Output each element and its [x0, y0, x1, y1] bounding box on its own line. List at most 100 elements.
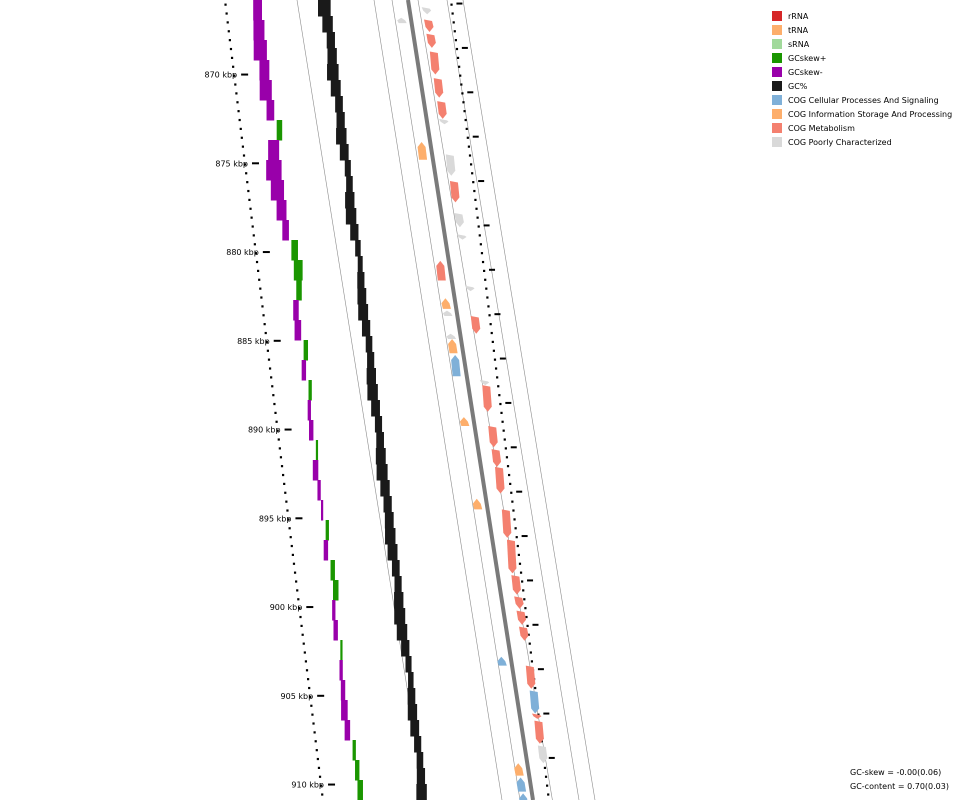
cds-feature [491, 449, 502, 467]
ruler-minor-tick [226, 21, 229, 24]
ruler-minor-tick-outer [483, 269, 486, 272]
cds-feature [470, 315, 481, 334]
ruler-minor-tick-outer [479, 243, 482, 246]
gc-skew-bar [253, 20, 265, 41]
cds-feature [437, 101, 447, 119]
ruler-minor-tick [233, 74, 236, 77]
ruler-minor-tick-outer [512, 509, 515, 512]
ruler-minor-tick-outer [511, 500, 514, 503]
ruler-minor-tick [311, 713, 314, 716]
ruler-minor-tick-outer [513, 518, 516, 521]
ruler-major-tick [306, 606, 314, 609]
ruler-outer-major-tick [489, 268, 496, 271]
ruler-minor-tick [321, 793, 324, 796]
legend-label: COG Metabolism [788, 123, 855, 133]
ruler-minor-tick [237, 110, 240, 113]
ruler-minor-tick-outer [525, 615, 528, 619]
gc-content-bar [394, 608, 406, 625]
ruler-minor-tick-outer [506, 465, 510, 468]
cds-feature [516, 777, 527, 792]
legend-swatch [772, 137, 782, 147]
gc-content-bar [345, 192, 355, 209]
gc-content-bar [416, 784, 427, 800]
ruler-minor-tick [268, 367, 272, 370]
ruler-minor-tick [232, 65, 235, 68]
ruler-outer-major-tick [510, 446, 517, 449]
ruler-minor-tick [304, 660, 308, 663]
ring-guides [296, 0, 596, 800]
gc-skew-bar [307, 400, 311, 421]
ruler-outer-major-tick [516, 490, 523, 493]
legend-item: sRNA [772, 37, 952, 51]
ruler-minor-tick-outer [477, 225, 480, 228]
ruler-minor-tick [284, 491, 287, 494]
ruler-minor-tick [239, 127, 242, 130]
gc-skew-bar [330, 560, 335, 581]
cds-feature [519, 793, 528, 800]
ruler-minor-tick-outer [518, 562, 522, 565]
ruler-minor-tick [305, 669, 309, 672]
ruler-minor-tick-outer [466, 136, 469, 139]
ruler-minor-tick [295, 580, 298, 583]
gc-content-bar [394, 592, 404, 609]
ruler-tick-label: 875 kbp [215, 159, 248, 168]
ruler-minor-tick-outer [488, 314, 491, 317]
ruler-minor-tick [270, 376, 273, 379]
ruler-minor-tick-outer [464, 118, 467, 122]
ruler-minor-tick [299, 615, 302, 619]
gc-content-bar [366, 368, 376, 385]
gc-skew-bar [301, 360, 307, 381]
ruler-minor-tick [317, 766, 321, 769]
ruler-minor-tick-outer [493, 358, 497, 361]
gc-content-bar [407, 704, 418, 721]
ruler-minor-tick-outer [492, 349, 496, 352]
cds-feature [436, 260, 446, 281]
ruler-minor-tick-outer [455, 47, 459, 51]
ruler-minor-tick [273, 402, 276, 406]
cds-feature [501, 509, 512, 538]
legend-label: COG Cellular Processes And Signaling [788, 95, 939, 105]
ruler-tick-label: 880 kbp [226, 248, 259, 257]
legend-swatch [772, 109, 782, 119]
ruler-minor-tick [263, 323, 266, 326]
legend-swatch [772, 25, 782, 35]
legend-label: GCskew- [788, 67, 823, 77]
gc-skew-bar [312, 460, 319, 481]
cds-feature [531, 713, 542, 719]
backbone-track [406, 0, 535, 800]
gc-content-bar [410, 720, 420, 737]
ruler-minor-tick [320, 784, 323, 787]
ruler-outer-major-tick [548, 756, 555, 759]
gc-content-bar [380, 480, 390, 497]
ruler-minor-tick-outer [523, 598, 526, 601]
gc-content-bar [350, 224, 359, 241]
ruler-minor-tick [253, 243, 256, 246]
ring-guide-line [373, 0, 503, 800]
legend-item: tRNA [772, 23, 952, 37]
cds-feature [424, 19, 434, 32]
ruler-minor-tick-outer [452, 21, 455, 24]
gc-skew-bar [270, 180, 285, 201]
gc-content-bar [396, 624, 408, 641]
gc-skew-bar [339, 660, 343, 681]
stats-panel: GC-skew = -0.00(0.06) GC-content = 0.70(… [850, 766, 949, 794]
ruler-minor-tick [297, 598, 300, 601]
ruler-minor-tick [225, 12, 228, 15]
ruler-minor-tick-outer [480, 252, 484, 255]
ruler-minor-tick-outer [519, 571, 523, 574]
gc-content-bar [405, 656, 412, 673]
gc-content-bar [367, 352, 375, 369]
ruler-minor-tick [303, 651, 306, 654]
ruler-major-tick [328, 783, 336, 786]
ruler-minor-tick [260, 296, 263, 299]
kbp-ruler: 870 kbp 875 kbp 880 kbp 885 kbp 890 kbp 895 k… [205, 2, 555, 796]
legend-label: COG Poorly Characterized [788, 137, 892, 147]
ruler-outer-major-tick [527, 579, 534, 582]
ruler-tick-label: 895 kbp [259, 514, 292, 523]
ruler-minor-tick [282, 473, 285, 477]
ruler-minor-tick-outer [494, 367, 498, 370]
legend-swatch [772, 67, 782, 77]
ruler-minor-tick-outer [458, 65, 461, 68]
ruler-minor-tick [230, 56, 234, 59]
ruler-minor-tick-outer [485, 287, 488, 290]
